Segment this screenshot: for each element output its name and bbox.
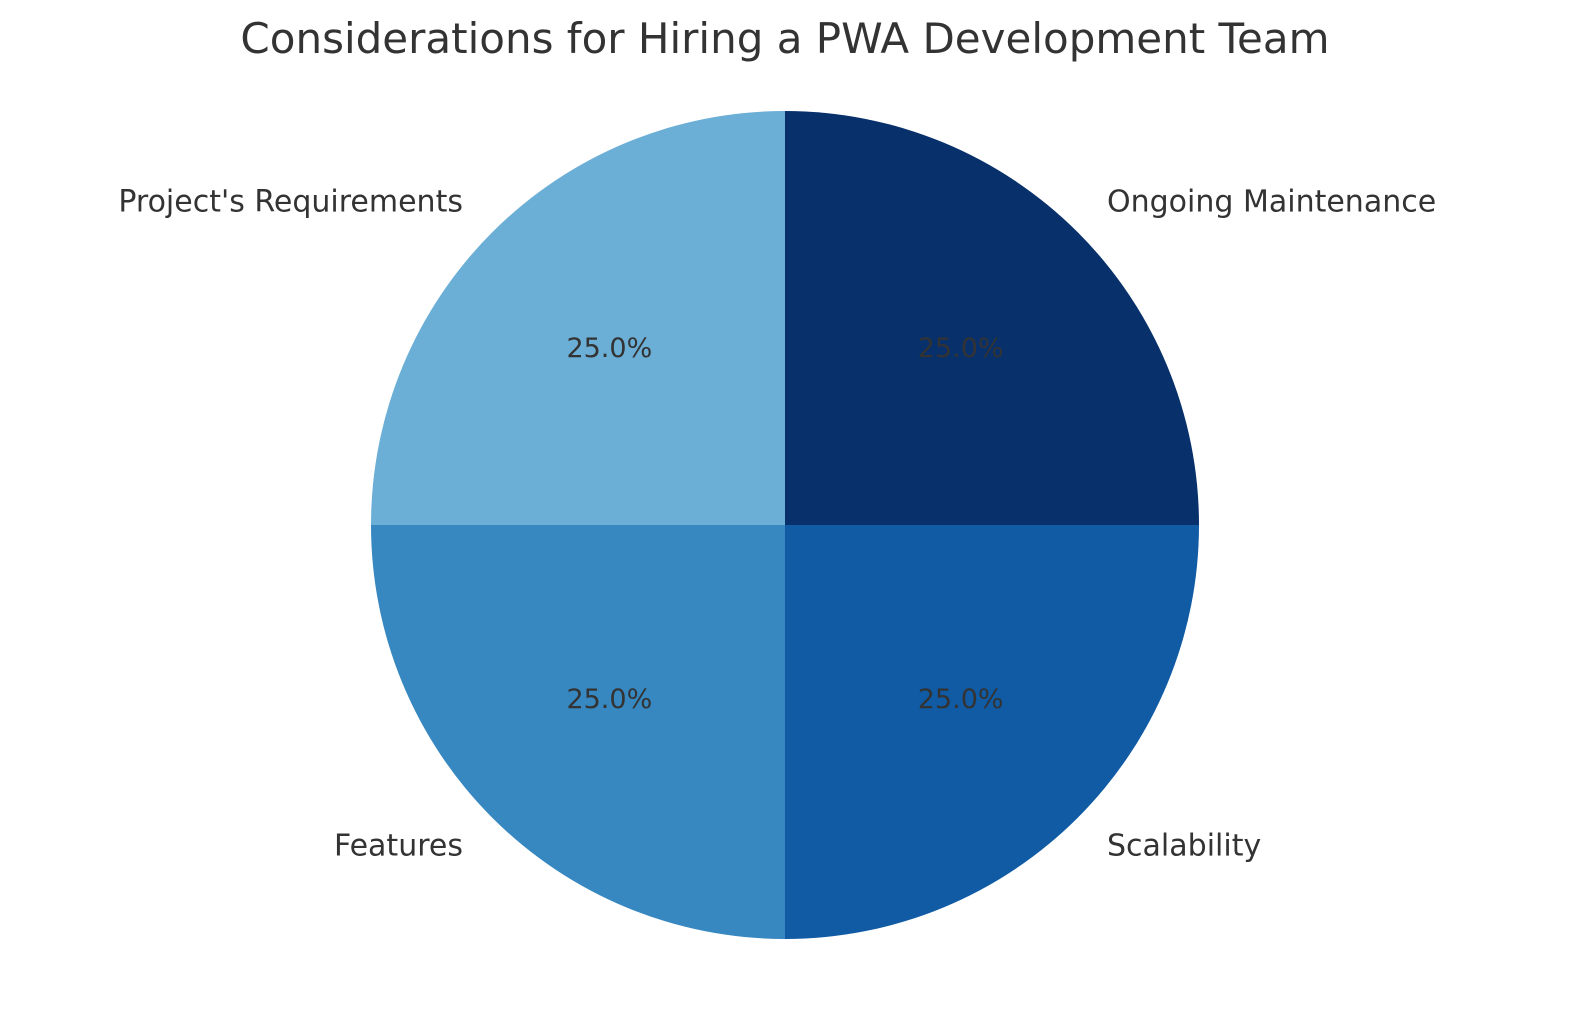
slice-label: Ongoing Maintenance	[1107, 184, 1436, 219]
pie-labels: Project's Requirements 25.0% Features 25.0%…	[118, 184, 1436, 863]
slice-percent-label: 25.0%	[918, 684, 1004, 715]
pie-slice-scalability	[785, 525, 1199, 939]
chart-title: Considerations for Hiring a PWA Developm…	[240, 14, 1329, 63]
pie-slice-project-s-requirements	[371, 111, 785, 525]
pie-slice-ongoing-maintenance	[785, 111, 1199, 525]
slice-percent-label: 25.0%	[566, 684, 652, 715]
pie-slice-features	[371, 525, 785, 939]
slice-label: Project's Requirements	[118, 184, 463, 219]
slice-percent-label: 25.0%	[918, 333, 1004, 364]
slice-percent-label: 25.0%	[566, 333, 652, 364]
slice-label: Scalability	[1107, 829, 1261, 864]
pie-slices	[371, 111, 1199, 939]
slice-label: Features	[334, 829, 463, 864]
